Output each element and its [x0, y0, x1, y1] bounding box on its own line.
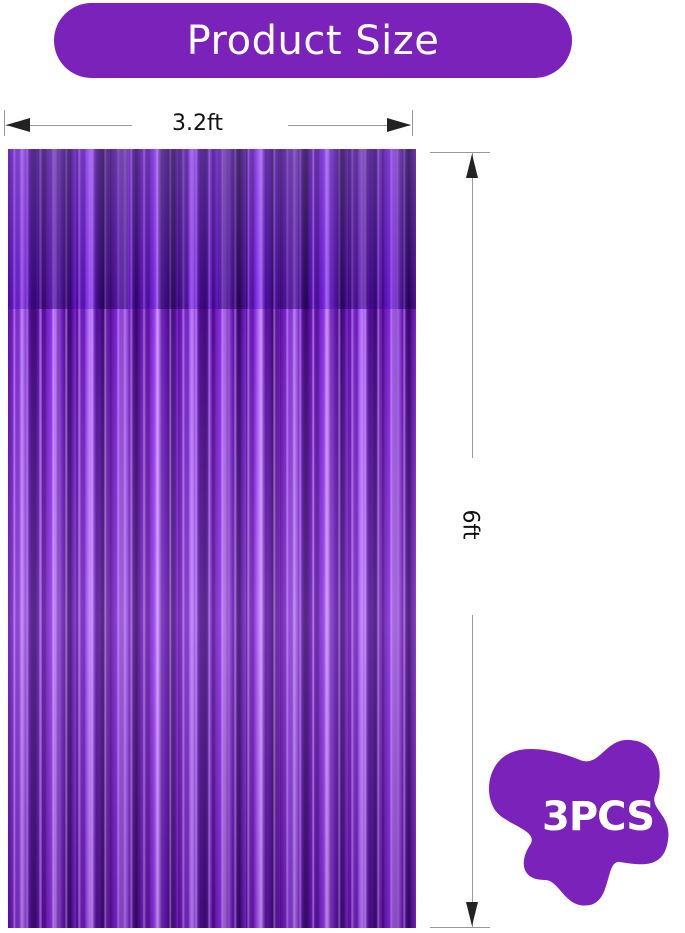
foil-curtain-image — [8, 149, 416, 928]
width-label: 3.2ft — [172, 111, 223, 136]
arrow-left-icon — [6, 118, 30, 132]
quantity-badge-label: 3PCS — [542, 794, 655, 840]
width-tick-right — [412, 110, 413, 136]
arrow-right-icon — [387, 118, 411, 132]
width-line-right — [288, 125, 410, 126]
width-tick-left — [4, 110, 5, 136]
banner-title: Product Size — [186, 17, 440, 64]
arrow-up-icon — [466, 154, 478, 178]
height-line-top — [472, 153, 473, 458]
product-size-banner: Product Size — [54, 3, 572, 78]
height-line-bottom — [472, 615, 473, 927]
arrow-down-icon — [466, 902, 478, 926]
width-line-left — [6, 125, 132, 126]
height-tick-bottom — [430, 927, 490, 928]
height-tick-top — [430, 152, 490, 153]
